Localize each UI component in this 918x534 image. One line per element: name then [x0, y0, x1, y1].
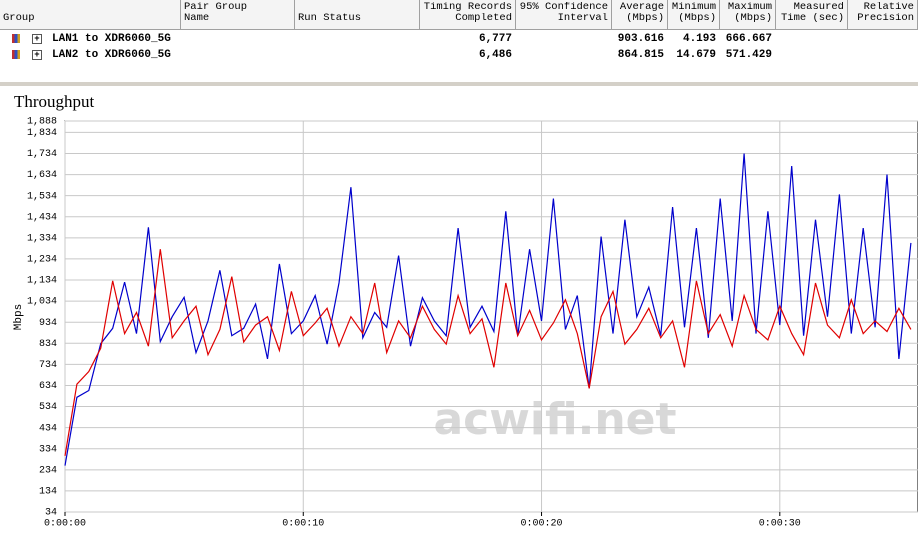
watermark: acwifi.net [433, 394, 676, 445]
x-tick-label: 0:00:30 [759, 519, 801, 530]
header-line: Precision [857, 13, 914, 24]
header-line: Completed [455, 13, 512, 24]
header-line: Interval [557, 13, 608, 24]
x-tick-label: 0:00:00 [44, 519, 86, 530]
column-header[interactable]: Measured Time (sec) [776, 0, 848, 30]
table-cell: 666.667 [725, 33, 772, 45]
table-cell: 571.429 [725, 49, 772, 61]
table-cell: LAN1 to XDR6060_5G [52, 33, 171, 45]
header-line: Name [184, 13, 210, 24]
y-tick-label: 334 [39, 444, 57, 455]
header-line: Timing Records [423, 2, 512, 13]
table-cell: 6,486 [478, 49, 512, 61]
column-header[interactable]: Pair Group Name [181, 0, 295, 30]
x-tick-label: 0:00:10 [282, 519, 324, 530]
header-line: Time (sec) [780, 13, 844, 24]
y-tick-label: 1,034 [27, 297, 57, 308]
header-line: (Mbps) [626, 13, 664, 24]
y-tick-label: 1,888 [27, 117, 57, 128]
series-line [64, 153, 912, 466]
splitter [0, 82, 918, 86]
x-tick-label: 0:00:20 [521, 519, 563, 530]
y-tick-label: 1,734 [27, 149, 57, 160]
header-line [298, 2, 416, 13]
column-header[interactable]: Maximum (Mbps) [720, 0, 776, 30]
plot-area [64, 120, 918, 513]
column-header[interactable]: Run Status [295, 0, 420, 30]
header-line: 95% Confidence [519, 2, 608, 13]
header-line: Minimum [671, 2, 716, 13]
column-header[interactable]: Minimum (Mbps) [668, 0, 720, 30]
table-cell: LAN2 to XDR6060_5G [52, 49, 171, 61]
chart-title: Throughput [14, 92, 95, 111]
y-axis-label: Mbps [13, 304, 25, 330]
y-tick-label: 34 [45, 508, 57, 519]
header-line: (Mbps) [678, 13, 716, 24]
y-tick-label: 934 [39, 318, 57, 329]
y-tick-label: 1,134 [27, 276, 57, 287]
y-tick-label: 834 [39, 339, 57, 350]
y-tick-label: 734 [39, 360, 57, 371]
y-tick-label: 1,234 [27, 255, 57, 266]
y-tick-label: 1,434 [27, 212, 57, 223]
header-line: Maximum [727, 2, 772, 13]
y-tick-label: 134 [39, 487, 57, 498]
y-tick-label: 1,334 [27, 233, 57, 244]
header-line: Relative [863, 2, 914, 13]
header-line [3, 2, 177, 13]
header-line: (Mbps) [734, 13, 772, 24]
column-header[interactable]: Average (Mbps) [612, 0, 668, 30]
chart: Throughput Mbps 34 134 234 334 434 534 634 734 8… [13, 92, 918, 530]
series-line [64, 249, 912, 456]
header-line: Group [3, 13, 35, 24]
table-cell: 14.679 [676, 49, 716, 61]
table-cell: 903.616 [617, 33, 664, 45]
y-tick-label: 234 [39, 465, 57, 476]
expand-icon [12, 50, 20, 59]
expand-icon [12, 34, 20, 43]
plus-box: + [32, 50, 42, 60]
y-tick-label: 1,834 [27, 128, 57, 139]
plus-box: + [32, 34, 42, 44]
column-header[interactable]: Timing Records Completed [420, 0, 516, 30]
header-line: Measured [793, 2, 844, 13]
y-tick-label: 1,634 [27, 170, 57, 181]
y-tick-label: 434 [39, 423, 57, 434]
column-header[interactable]: Relative Precision [848, 0, 918, 30]
column-header[interactable]: 95% Confidence Interval [516, 0, 612, 30]
y-tick-label: 1,534 [27, 191, 57, 202]
header-line: Average [619, 2, 664, 13]
y-tick-label: 634 [39, 381, 57, 392]
column-header[interactable]: Group [0, 0, 181, 30]
table-cell: 864.815 [617, 49, 664, 61]
table-cell: 4.193 [682, 33, 716, 45]
y-tick-label: 534 [39, 402, 57, 413]
table-cell: 6,777 [478, 33, 512, 45]
header-line: Run Status [298, 13, 362, 24]
header-line: Pair Group [184, 2, 248, 13]
